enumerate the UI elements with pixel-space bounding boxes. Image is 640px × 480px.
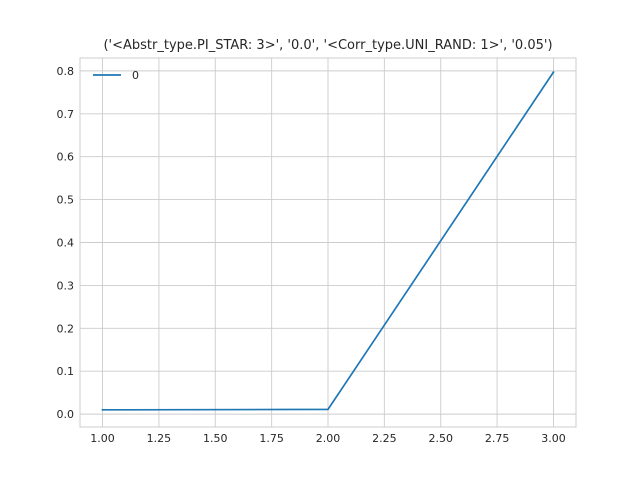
series-layer (101, 71, 555, 411)
data-point (101, 408, 104, 411)
x-tick-label: 2.00 (316, 432, 341, 445)
y-tick-label: 0.1 (57, 365, 75, 378)
legend-label: 0 (132, 69, 139, 82)
y-tick-label: 0.5 (57, 194, 75, 207)
y-axis-ticks: 0.0 0.1 0.2 0.3 0.4 0.5 0.6 0.7 0.8 (57, 65, 75, 421)
chart-title: ('<Abstr_type.PI_STAR: 3>', '0.0', '<Cor… (103, 38, 552, 53)
x-tick-label: 3.00 (541, 432, 566, 445)
x-tick-label: 1.00 (90, 432, 115, 445)
x-tick-label: 1.75 (259, 432, 284, 445)
x-tick-label: 2.25 (372, 432, 397, 445)
y-tick-label: 0.6 (57, 151, 75, 164)
y-tick-label: 0.8 (57, 65, 75, 78)
x-tick-label: 1.50 (203, 432, 228, 445)
x-tick-label: 1.25 (147, 432, 172, 445)
x-tick-label: 2.75 (485, 432, 510, 445)
data-point (327, 408, 329, 411)
y-tick-label: 0.3 (57, 279, 75, 292)
y-tick-label: 0.2 (57, 322, 75, 335)
data-point (552, 71, 555, 74)
x-axis-ticks: 1.00 1.25 1.50 1.75 2.00 2.25 2.50 2.75 3.00 (90, 432, 565, 445)
x-tick-label: 2.50 (428, 432, 453, 445)
legend: 0 (93, 69, 139, 82)
y-tick-label: 0.0 (57, 408, 75, 421)
y-tick-label: 0.4 (57, 237, 75, 250)
y-tick-label: 0.7 (57, 108, 75, 121)
y-gridlines (80, 70, 576, 415)
